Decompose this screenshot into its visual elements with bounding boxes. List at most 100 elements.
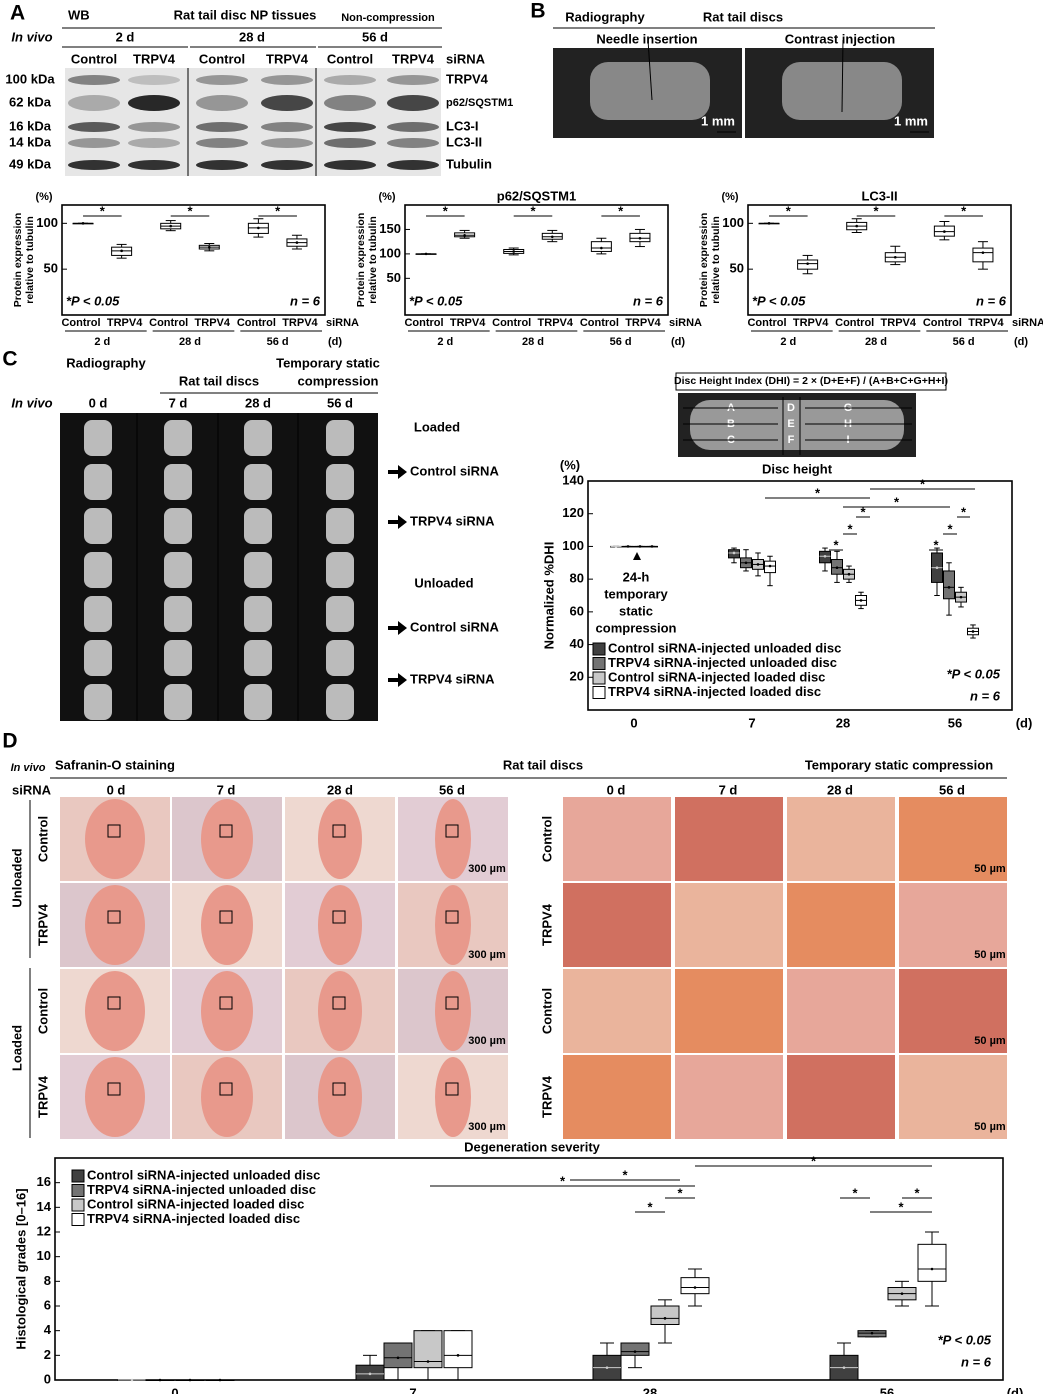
y-tick-label: 40: [570, 636, 584, 651]
group-label: 2 d: [780, 336, 796, 348]
blot-band: [261, 95, 313, 111]
blot-band: [387, 122, 439, 132]
box: [620, 1342, 650, 1356]
x-unit: (d): [1016, 715, 1033, 730]
mean-dot: [550, 235, 554, 239]
mean-dot: [693, 1286, 697, 1289]
label: Radiography: [66, 355, 146, 370]
legend-label: TRPV4 siRNA-injected loaded disc: [608, 684, 821, 699]
significance-star: *: [618, 203, 624, 218]
x-tick-label: TRPV4: [793, 317, 829, 329]
legend-swatch: [71, 1198, 85, 1212]
x-tick-label: TRPV4: [282, 317, 318, 329]
mean-dot: [947, 586, 951, 589]
legend-swatch: [592, 642, 606, 656]
label: D: [787, 402, 795, 414]
y-tick-label: 50: [387, 270, 401, 285]
x-tick-label: TRPV4: [881, 317, 917, 329]
mean-dot: [426, 1360, 430, 1363]
x-tick-label: 0: [171, 1385, 178, 1394]
nucleus-pulposus: [85, 1057, 145, 1137]
significance-star: *: [961, 504, 967, 519]
mean-dot: [823, 554, 827, 558]
box: [650, 1305, 680, 1325]
annotation: temporary: [604, 586, 668, 601]
vertebra: [326, 552, 354, 588]
roi-box: [107, 824, 121, 838]
chart-title: p62/SQSTM1: [497, 188, 576, 203]
disc-image: [590, 62, 710, 120]
label: 28 d: [827, 782, 853, 797]
label: 14 kDa: [9, 134, 52, 149]
label: 16 kDa: [9, 118, 52, 133]
y-unit: (%): [378, 191, 395, 203]
y-tick-label: 20: [570, 669, 584, 684]
significance-star: *: [852, 1185, 858, 1200]
mean-dot: [732, 551, 736, 555]
vertebra: [84, 420, 112, 456]
mean-dot: [638, 545, 642, 548]
annotation: *P < 0.05: [66, 293, 120, 308]
histology-image: [563, 1055, 671, 1139]
mean-dot: [847, 572, 851, 576]
label: 7 d: [169, 395, 188, 410]
arrow: [388, 673, 407, 687]
x-unit: (d): [1014, 336, 1028, 348]
label: 300 µm: [468, 1121, 506, 1133]
mean-dot: [971, 630, 975, 633]
label: 28 d: [327, 782, 353, 797]
significance-star: *: [187, 203, 193, 218]
significance-star: *: [920, 476, 926, 491]
label: Tubulin: [446, 156, 492, 171]
mean-dot: [207, 245, 211, 249]
x-tick-label: 7: [409, 1385, 416, 1394]
label: 28 d: [245, 395, 271, 410]
significance-star: *: [947, 521, 953, 536]
y-tick-label: 6: [44, 1297, 51, 1312]
label: 50 µm: [974, 863, 1006, 875]
blot-band: [261, 138, 313, 148]
box: [972, 247, 994, 263]
significance-star: *: [647, 1199, 653, 1214]
y-tick-label: 140: [562, 472, 584, 487]
label: Disc Height Index (DHI) = 2 × (D+E+F) / …: [674, 375, 948, 387]
x-tick-label: Control: [923, 317, 962, 329]
label: Rat tail discs: [179, 373, 259, 388]
mean-dot: [638, 236, 642, 240]
group-label: 56 d: [610, 336, 632, 348]
mean-dot: [935, 566, 939, 569]
box: [943, 570, 955, 600]
mean-dot: [893, 255, 897, 259]
chart-title: Degeneration severity: [464, 1139, 601, 1154]
label: WB: [68, 7, 90, 22]
label: Rat tail discs: [503, 757, 583, 772]
mean-dot: [188, 1378, 192, 1382]
images: [54, 48, 1013, 1381]
vertebra: [326, 640, 354, 676]
needle: [647, 39, 653, 101]
blot-band: [196, 138, 248, 148]
histology-image: [787, 969, 895, 1053]
x-tick-label: 7: [748, 715, 755, 730]
annotation: n = 6: [961, 1354, 992, 1369]
mean-dot: [870, 1331, 874, 1335]
y-tick-label: 60: [570, 603, 584, 618]
y-unit: (%): [560, 457, 580, 472]
y-tick-label: 10: [37, 1248, 51, 1263]
mean-dot: [842, 1366, 846, 1369]
y-tick-label: 16: [37, 1174, 51, 1189]
x-tick-label: 28: [836, 715, 850, 730]
significance-star: *: [811, 1153, 817, 1168]
label: Radiography: [565, 9, 645, 24]
y-axis-label: relative to tubulin: [24, 216, 36, 304]
vertebra: [164, 684, 192, 720]
significance-star: *: [933, 537, 939, 552]
label: F: [788, 434, 795, 446]
y-tick-label: 14: [37, 1199, 52, 1214]
nucleus-pulposus: [435, 885, 471, 965]
label: Control: [199, 51, 245, 66]
plot-frame: [747, 204, 1012, 316]
arrow: [388, 515, 407, 529]
vertebra: [326, 420, 354, 456]
legend-swatch: [592, 657, 606, 670]
